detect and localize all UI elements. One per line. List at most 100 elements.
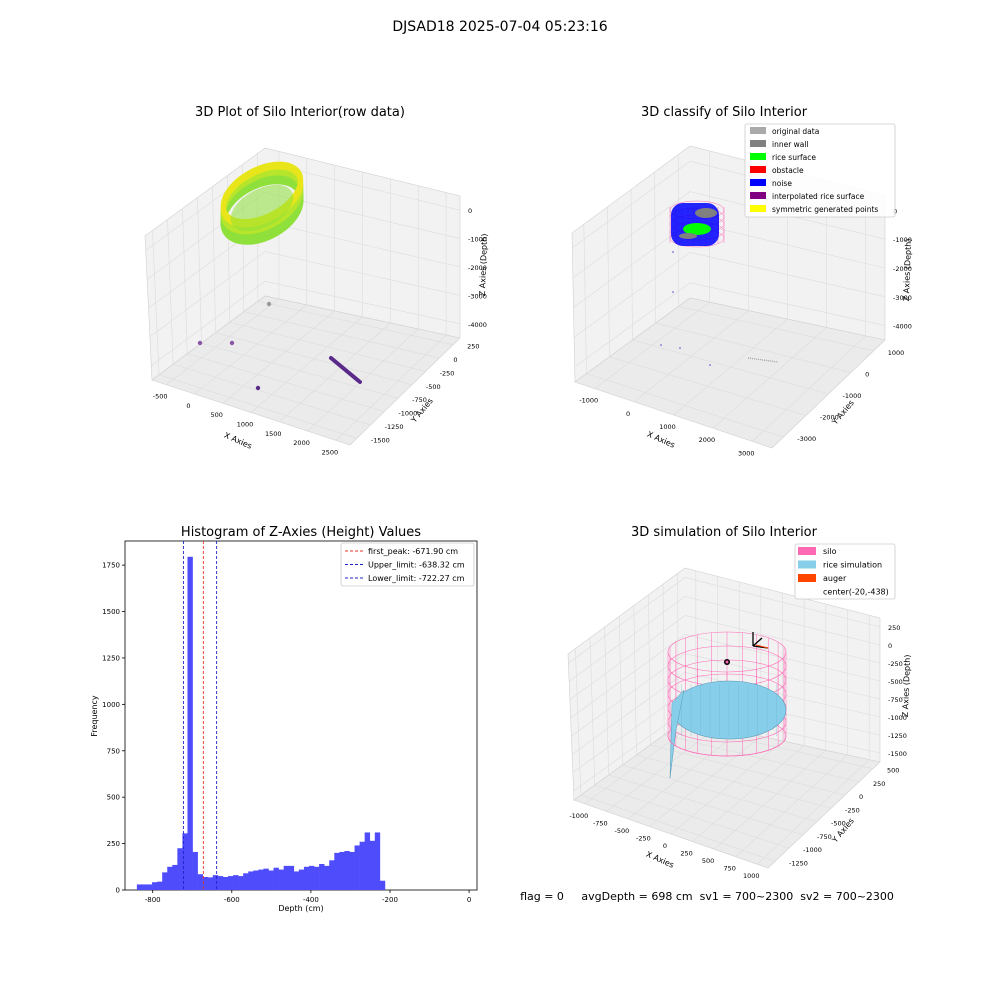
status-line: flag = 0 avgDepth = 698 cm sv1 = 700~230…: [520, 890, 894, 903]
z-tick-label: -1000: [893, 236, 912, 244]
gridline: [572, 191, 886, 278]
gridline: [589, 637, 596, 786]
y-tick-label: -1000: [803, 846, 822, 854]
legend-label: rice simulation: [823, 561, 882, 570]
legend-label: auger: [823, 574, 847, 583]
histogram-bar: [227, 876, 234, 890]
gridline: [145, 162, 461, 251]
gridline: [622, 764, 818, 822]
x-tick-label: 3000: [738, 449, 755, 457]
gridline: [187, 353, 385, 412]
histogram-bar: [308, 865, 315, 890]
z-tick-label: -1250: [888, 732, 907, 740]
histogram-bar: [152, 882, 158, 890]
gridline: [243, 311, 440, 359]
y-tick-label: 500: [887, 767, 899, 775]
legend-swatch: [750, 127, 766, 134]
histogram-bar: [162, 872, 168, 890]
sim-silo-body: [667, 631, 787, 779]
gridline: [580, 794, 776, 862]
histogram-bar: [283, 865, 290, 890]
legend-label: first_peak: -671.90 cm: [368, 547, 458, 556]
x-tick-label: 2500: [322, 448, 339, 456]
classify-rice-surface-points: [683, 223, 711, 235]
y-tick-label: 250: [873, 780, 885, 788]
gridline: [584, 722, 697, 805]
histogram-bar: [324, 865, 330, 890]
y-tick-label: 1750: [102, 562, 120, 570]
legend-swatch: [750, 140, 766, 147]
x-tick-label: 0: [186, 402, 190, 410]
classify-point: [660, 344, 662, 346]
x-tick-label: 2000: [293, 439, 310, 447]
x-tick-label: 500: [702, 857, 714, 865]
sim-zlabel: Z Axies (Depth): [901, 654, 912, 717]
histogram-bar: [364, 832, 371, 890]
z-tick-label: 250: [888, 624, 900, 632]
histogram-bar: [243, 873, 249, 890]
z-tick-label: -1500: [888, 750, 907, 758]
z-tick-label: 0: [468, 207, 472, 215]
histogram-bar: [146, 884, 153, 890]
gridline: [201, 342, 399, 399]
gridline: [678, 306, 874, 352]
x-tick-label: 1000: [743, 872, 760, 880]
legend-label: symmetric generated points: [772, 205, 878, 214]
z-tick-label: -1000: [888, 714, 907, 722]
classify-x-ticks: -1000 0 1000 2000 3000: [579, 397, 754, 458]
gridline: [670, 740, 783, 835]
histogram-bar: [334, 852, 340, 890]
gridline: [194, 304, 307, 395]
gridline: [151, 280, 461, 366]
raw-y-ticks: 250 0 -250 -500 -750 -1000 -1250 -1500: [371, 343, 480, 445]
raw-point: [229, 340, 235, 346]
gridline: [632, 339, 829, 395]
gridline: [609, 356, 806, 416]
x-tick-label: 250: [680, 850, 692, 858]
raw-point: [255, 385, 261, 391]
histogram-bar: [293, 871, 300, 890]
classify-inner-wall-points: [679, 233, 697, 239]
gridline: [662, 584, 665, 736]
rice-simulation-spike: [669, 689, 685, 779]
legend-swatch: [750, 192, 766, 199]
histogram-bar: [314, 866, 320, 890]
gridline: [573, 252, 886, 338]
y-tick-label: -1000: [843, 392, 862, 400]
raw-points: [197, 161, 362, 391]
classify-point: [709, 364, 711, 366]
y-tick-label: 1000: [888, 349, 905, 357]
gridline: [604, 627, 609, 776]
gridline: [568, 577, 881, 664]
histogram-bar: [263, 868, 269, 890]
y-tick-label: -1500: [371, 436, 390, 444]
x-tick-label: -500: [615, 827, 630, 835]
auger-axis: [752, 637, 763, 647]
gridline: [571, 653, 881, 737]
y-tick-label: 750: [107, 747, 120, 755]
legend-label: center(-20,-438): [823, 588, 889, 597]
gridline: [165, 298, 280, 385]
z-tick-label: -3000: [468, 292, 487, 300]
classify-title: 3D classify of Silo Interior: [641, 105, 808, 120]
gridline: [568, 596, 881, 682]
y-tick-label: 1500: [102, 608, 120, 616]
gridline: [574, 282, 886, 368]
gridline: [735, 754, 848, 857]
histogram-bar: [359, 841, 365, 890]
gridline: [606, 726, 718, 812]
x-tick-label: 0: [467, 896, 471, 904]
histogram-bar: [369, 840, 376, 890]
legend-label: Upper_limit: -638.32 cm: [368, 561, 465, 570]
legend-label: obstacle: [772, 166, 804, 175]
y-tick-label: -2000: [820, 414, 839, 422]
x-tick-label: 0: [663, 842, 667, 850]
panel-classify-3d: 3D classify of Silo Interior -1000 0 1000 2…: [571, 105, 913, 458]
z-tick-label: -250: [888, 660, 903, 668]
x-tick-label: 1000: [659, 423, 676, 431]
histogram-bar: [374, 832, 381, 890]
hist-x-ticks: -800 -600 -400 -200 0: [145, 890, 471, 904]
gridline: [692, 745, 805, 842]
classify-grid: [572, 151, 886, 442]
